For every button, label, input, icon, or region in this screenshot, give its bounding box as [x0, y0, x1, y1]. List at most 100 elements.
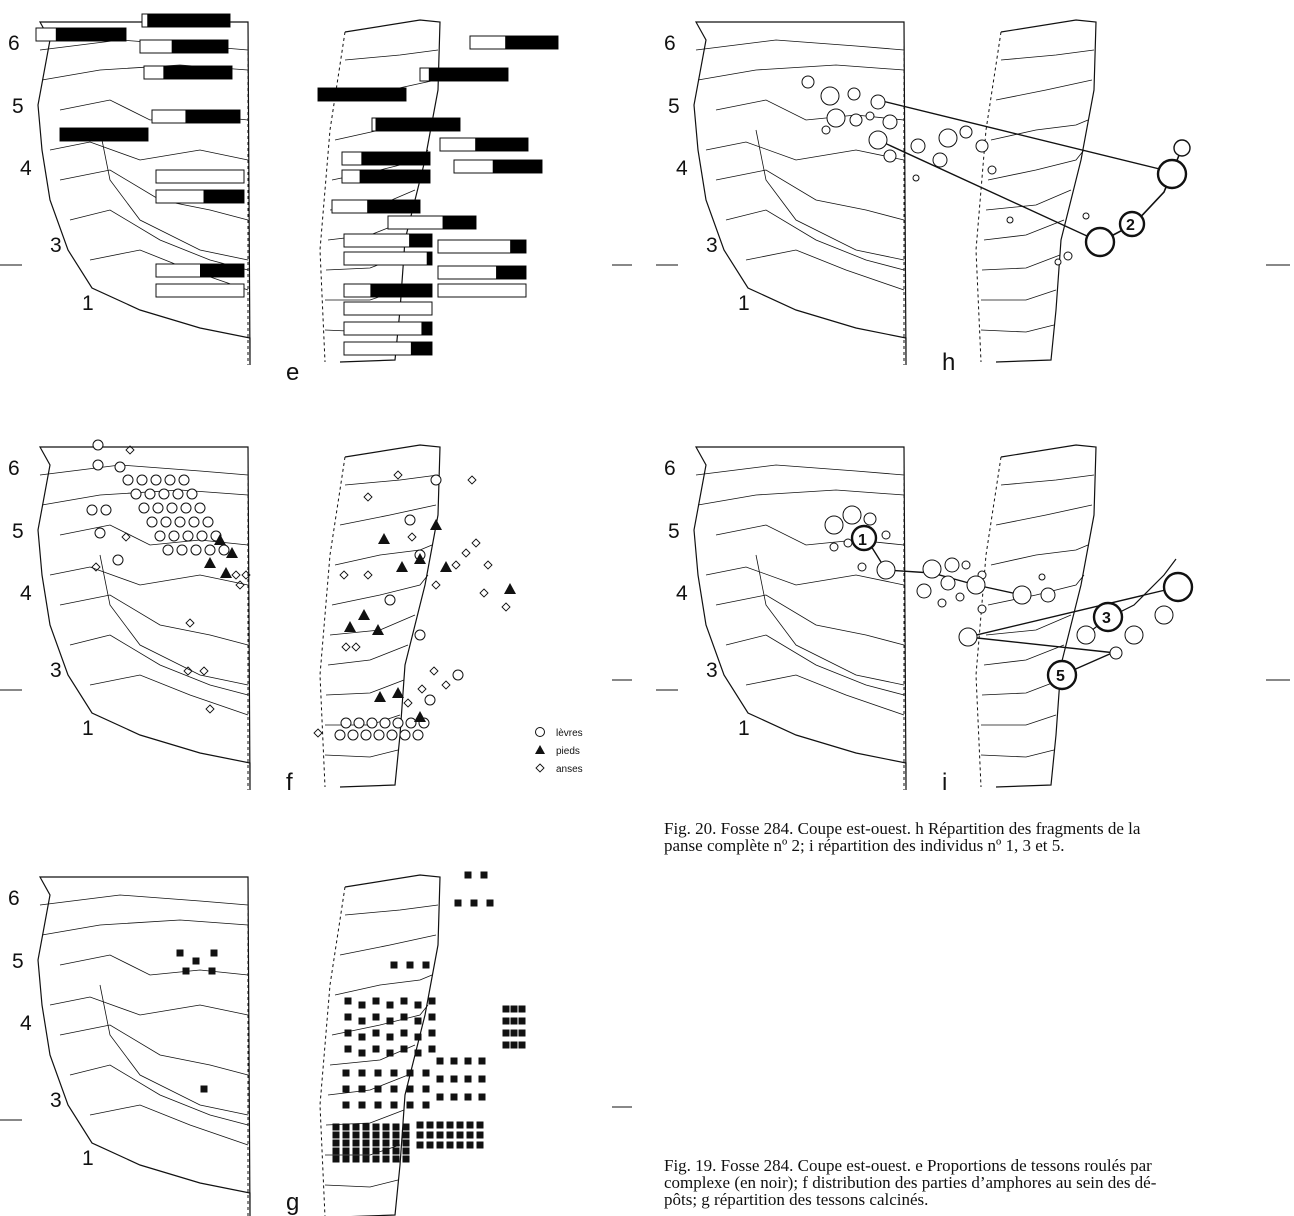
stratum-line	[327, 644, 409, 666]
calcined-sherd-marker	[344, 1013, 352, 1021]
levre-marker	[178, 474, 190, 486]
stratum-line	[49, 996, 249, 1016]
levre-marker	[168, 530, 180, 542]
proportion-bar-rolled	[185, 110, 240, 123]
calcined-sherd-marker	[402, 1123, 410, 1131]
levre-marker	[412, 729, 424, 741]
levre-marker	[194, 502, 206, 514]
levre-marker	[386, 729, 398, 741]
levre-marker	[112, 554, 124, 566]
pied-marker	[372, 624, 384, 635]
stratum-line	[981, 679, 1061, 696]
layer-label-6: 6	[664, 32, 676, 55]
calcined-sherd-marker	[342, 1147, 350, 1155]
legend-symbol-anses	[535, 763, 545, 773]
calcined-sherd-marker	[456, 1121, 464, 1129]
stratum-line	[987, 149, 1085, 181]
proportion-bar-rolled	[200, 264, 244, 277]
fragment-circle	[1006, 216, 1014, 224]
caption-fig-19: Fig. 19. Fosse 284. Coupe est-ouest. e P…	[664, 1157, 1294, 1208]
fragment-circle	[849, 113, 863, 127]
fragment-circle	[961, 560, 971, 570]
layer-label-3: 3	[706, 659, 718, 682]
stratum-line	[59, 954, 249, 976]
stratum-line	[59, 594, 249, 646]
anse-marker	[417, 684, 427, 694]
individual-label: 1	[858, 532, 867, 549]
calcined-sherd-marker	[386, 1001, 394, 1009]
layer-label-3: 3	[50, 659, 62, 682]
fragment-circle	[1156, 158, 1188, 190]
levre-marker	[414, 629, 426, 641]
fragment-circle	[883, 149, 897, 163]
stratum-line	[983, 219, 1065, 241]
calcined-sherd-marker	[392, 1139, 400, 1147]
proportion-bar-rolled	[55, 28, 126, 41]
stratum-line	[695, 39, 905, 51]
calcined-sherd-marker	[358, 1001, 366, 1009]
calcined-sherd-marker	[446, 1131, 454, 1139]
fragment-circle	[966, 575, 986, 595]
calcined-sherd-marker	[436, 1141, 444, 1149]
levre-marker	[334, 729, 346, 741]
calcined-sherd-marker	[436, 1057, 444, 1065]
calcined-sherd-marker	[344, 1029, 352, 1037]
section-cut-edge	[319, 31, 346, 363]
calcined-sherd-marker	[382, 1155, 390, 1163]
fragment-circle	[932, 152, 948, 168]
calcined-sherd-marker	[510, 1029, 518, 1037]
levre-marker	[404, 514, 416, 526]
calcined-sherd-marker	[372, 1155, 380, 1163]
stratum-line	[89, 1104, 249, 1146]
calcined-sherd-marker	[454, 899, 462, 907]
legend-symbol-pieds	[535, 745, 545, 754]
calcined-sherd-marker	[352, 1147, 360, 1155]
proportion-bar-rolled	[492, 160, 542, 173]
anse-marker	[501, 602, 511, 612]
pied-marker	[414, 553, 426, 564]
proportion-bar-rolled	[147, 14, 230, 27]
anse-marker	[199, 666, 209, 676]
proportion-bar-rolled	[359, 170, 430, 183]
fragment-circle	[829, 542, 839, 552]
pied-marker	[358, 609, 370, 620]
stratum-line	[697, 489, 905, 506]
calcined-sherd-marker	[332, 1131, 340, 1139]
calcined-sherd-marker	[464, 1093, 472, 1101]
layer-label-3: 3	[706, 234, 718, 257]
stratum-line	[981, 289, 1057, 301]
stratum-line	[344, 474, 439, 486]
calcined-sherd-marker	[470, 899, 478, 907]
levre-marker	[92, 459, 104, 471]
legend-symbol-levres	[535, 727, 545, 737]
fragment-circle	[1109, 646, 1123, 660]
proportion-bar-rolled	[510, 240, 526, 253]
calcined-sherd-marker	[392, 1123, 400, 1131]
calcined-sherd-marker	[386, 1049, 394, 1057]
anse-marker	[121, 532, 131, 542]
calcined-sherd-marker	[192, 957, 200, 965]
calcined-sherd-marker	[342, 1069, 350, 1077]
panel-letter-f: f	[286, 769, 293, 796]
calcined-sherd-marker	[344, 1045, 352, 1053]
levre-marker	[186, 488, 198, 500]
levre-marker	[399, 729, 411, 741]
anse-marker	[407, 532, 417, 542]
calcined-sherd-marker	[374, 1101, 382, 1109]
calcined-sherd-marker	[450, 1057, 458, 1065]
panel-e: 6 5 4 3 1 e	[0, 13, 632, 386]
anse-marker	[431, 580, 441, 590]
levre-marker	[405, 717, 417, 729]
proportion-bar-rolled	[375, 118, 460, 131]
anse-marker	[341, 642, 351, 652]
stratum-line	[344, 904, 439, 916]
calcined-sherd-marker	[344, 997, 352, 1005]
anse-marker	[483, 560, 493, 570]
levre-marker	[136, 474, 148, 486]
section-outline-left	[37, 446, 251, 791]
calcined-sherd-marker	[362, 1147, 370, 1155]
stratum-line	[89, 674, 249, 716]
calcined-sherd-marker	[480, 871, 488, 879]
levre-marker	[122, 474, 134, 486]
stratum-line	[695, 464, 905, 476]
